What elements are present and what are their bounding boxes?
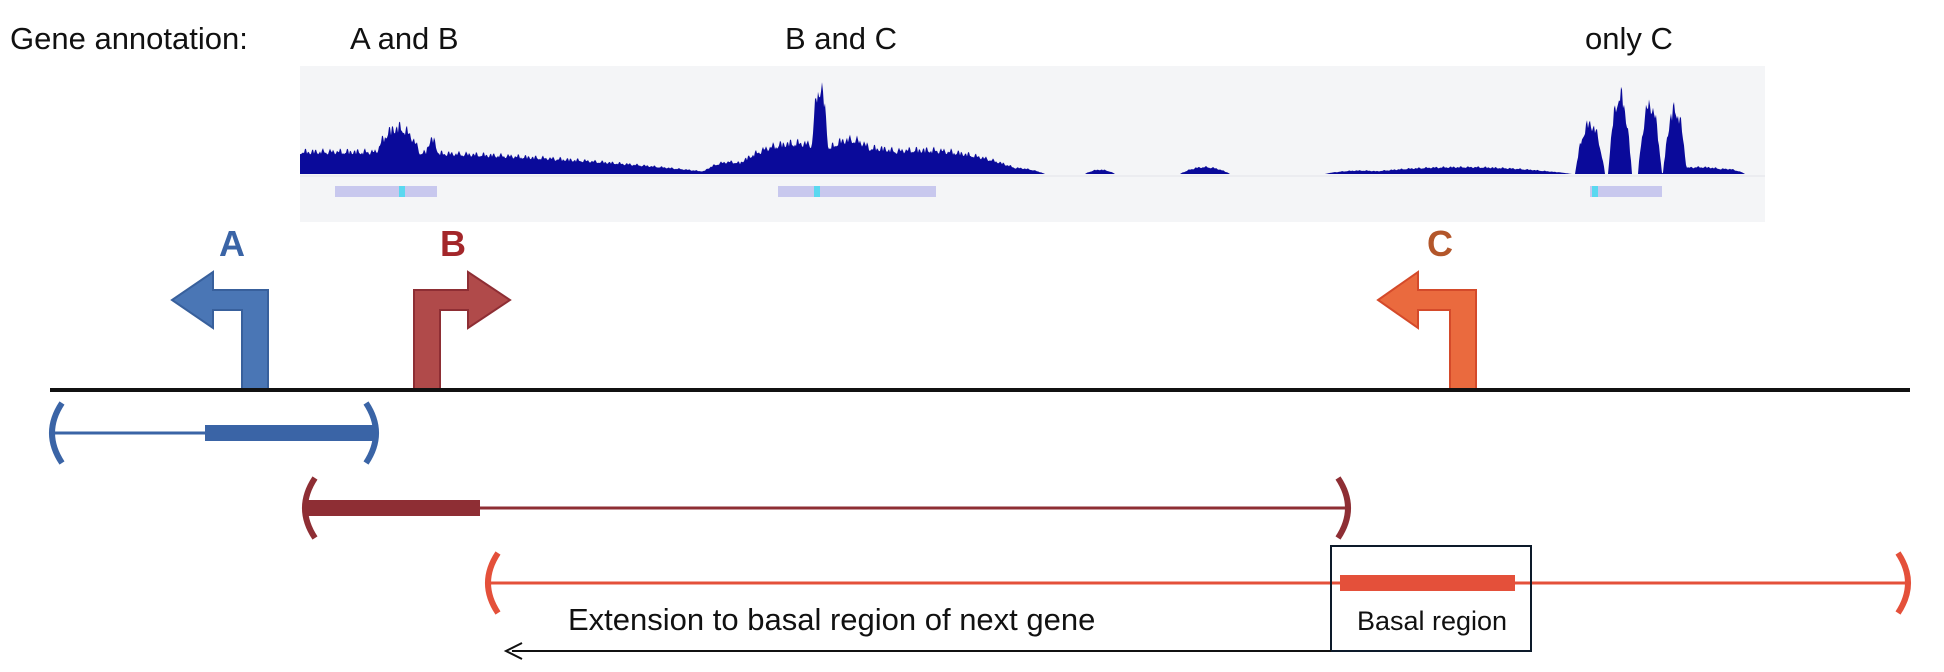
gene-annotation-label: Gene annotation:	[10, 21, 248, 56]
promoter-arrow-a	[170, 270, 269, 391]
domain-bracket-left	[49, 401, 65, 465]
group-label-b-and-c: B and C	[785, 21, 897, 56]
regulatory-domain-c	[485, 551, 1911, 615]
regulatory-domain-b	[302, 476, 1351, 540]
peak-summit-mark	[1592, 186, 1598, 197]
peak-summit-mark	[814, 186, 820, 197]
extension-label: Extension to basal region of next gene	[568, 602, 1095, 637]
domain-bracket-right	[1895, 551, 1911, 615]
peak-region-b-c	[778, 186, 936, 197]
gene-label-c: C	[1427, 223, 1453, 264]
gene-label-a: A	[219, 223, 245, 264]
domain-bracket-right	[1335, 476, 1351, 540]
promoter-arrow-c	[1376, 270, 1477, 391]
peak-summit-mark	[399, 186, 405, 197]
peak-annotations	[335, 186, 1662, 197]
promoter-arrow-b	[413, 270, 512, 391]
domain-bracket-right	[363, 401, 379, 465]
gene-label-b: B	[440, 223, 466, 264]
extension-arrow-head	[503, 642, 523, 660]
domain-bracket-left	[302, 476, 318, 540]
signal-track	[300, 66, 1765, 222]
basal-region-label: Basal region	[1357, 606, 1507, 636]
group-label-a-and-b: A and B	[350, 21, 459, 56]
domain-bracket-left	[485, 551, 501, 615]
peak-region-a-b	[335, 186, 437, 197]
coverage-signal	[300, 82, 1765, 174]
track-background	[300, 66, 1765, 222]
basal-region-box	[1330, 545, 1532, 652]
group-label-only-c: only C	[1585, 21, 1673, 56]
peak-region-only-c	[1590, 186, 1662, 197]
regulatory-domain-a	[49, 401, 379, 465]
